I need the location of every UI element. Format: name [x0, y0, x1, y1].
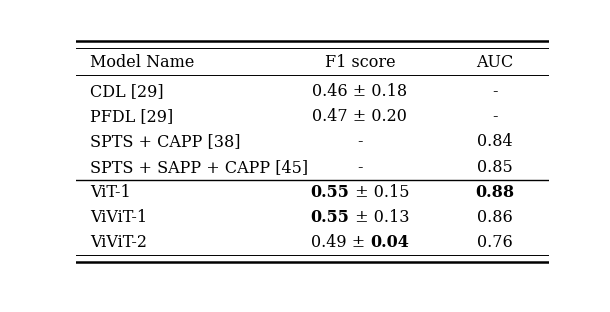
- Text: 0.55: 0.55: [310, 184, 350, 201]
- Text: 0.47 ± 0.20: 0.47 ± 0.20: [312, 108, 407, 125]
- Text: 0.46 ± 0.18: 0.46 ± 0.18: [312, 83, 407, 100]
- Text: PFDL [29]: PFDL [29]: [90, 108, 174, 125]
- Text: -: -: [492, 83, 497, 100]
- Text: 0.76: 0.76: [477, 234, 512, 251]
- Text: ± 0.13: ± 0.13: [350, 209, 409, 226]
- Text: ViT-1: ViT-1: [90, 184, 131, 201]
- Text: 0.55: 0.55: [310, 209, 350, 226]
- Text: 0.88: 0.88: [475, 184, 514, 201]
- Text: -: -: [357, 134, 363, 150]
- Text: F1 score: F1 score: [325, 54, 395, 71]
- Text: -: -: [357, 159, 363, 176]
- Text: -: -: [492, 108, 497, 125]
- Text: SPTS + SAPP + CAPP [45]: SPTS + SAPP + CAPP [45]: [90, 159, 309, 176]
- Text: 0.85: 0.85: [477, 159, 512, 176]
- Text: 0.49 ±: 0.49 ±: [310, 234, 370, 251]
- Text: ViViT-1: ViViT-1: [90, 209, 148, 226]
- Text: 0.84: 0.84: [477, 134, 512, 150]
- Text: AUC: AUC: [476, 54, 513, 71]
- Text: 0.86: 0.86: [477, 209, 512, 226]
- Text: SPTS + CAPP [38]: SPTS + CAPP [38]: [90, 134, 241, 150]
- Text: 0.04: 0.04: [370, 234, 409, 251]
- Text: Model Name: Model Name: [90, 54, 195, 71]
- Text: CDL [29]: CDL [29]: [90, 83, 164, 100]
- Text: ± 0.15: ± 0.15: [350, 184, 409, 201]
- Text: ViViT-2: ViViT-2: [90, 234, 148, 251]
